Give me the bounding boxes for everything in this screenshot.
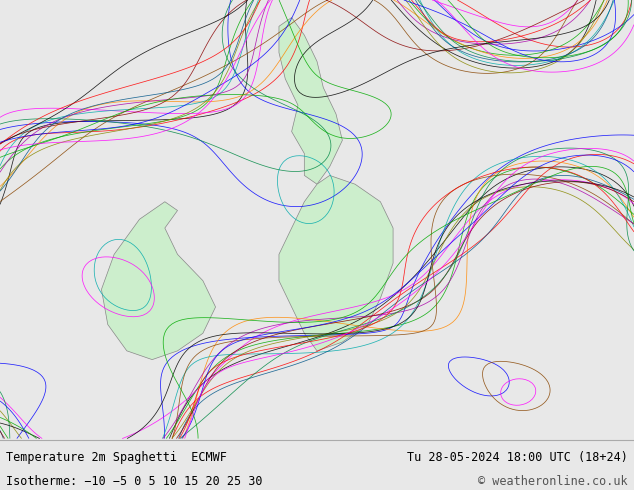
Polygon shape (279, 18, 342, 184)
Text: © weatheronline.co.uk: © weatheronline.co.uk (478, 474, 628, 488)
Polygon shape (101, 202, 216, 360)
Polygon shape (279, 175, 393, 351)
Text: Tu 28-05-2024 18:00 UTC (18+24): Tu 28-05-2024 18:00 UTC (18+24) (407, 451, 628, 465)
Text: Temperature 2m Spaghetti  ECMWF: Temperature 2m Spaghetti ECMWF (6, 451, 227, 465)
Text: Isotherme: −10 −5 0 5 10 15 20 25 30: Isotherme: −10 −5 0 5 10 15 20 25 30 (6, 474, 263, 488)
